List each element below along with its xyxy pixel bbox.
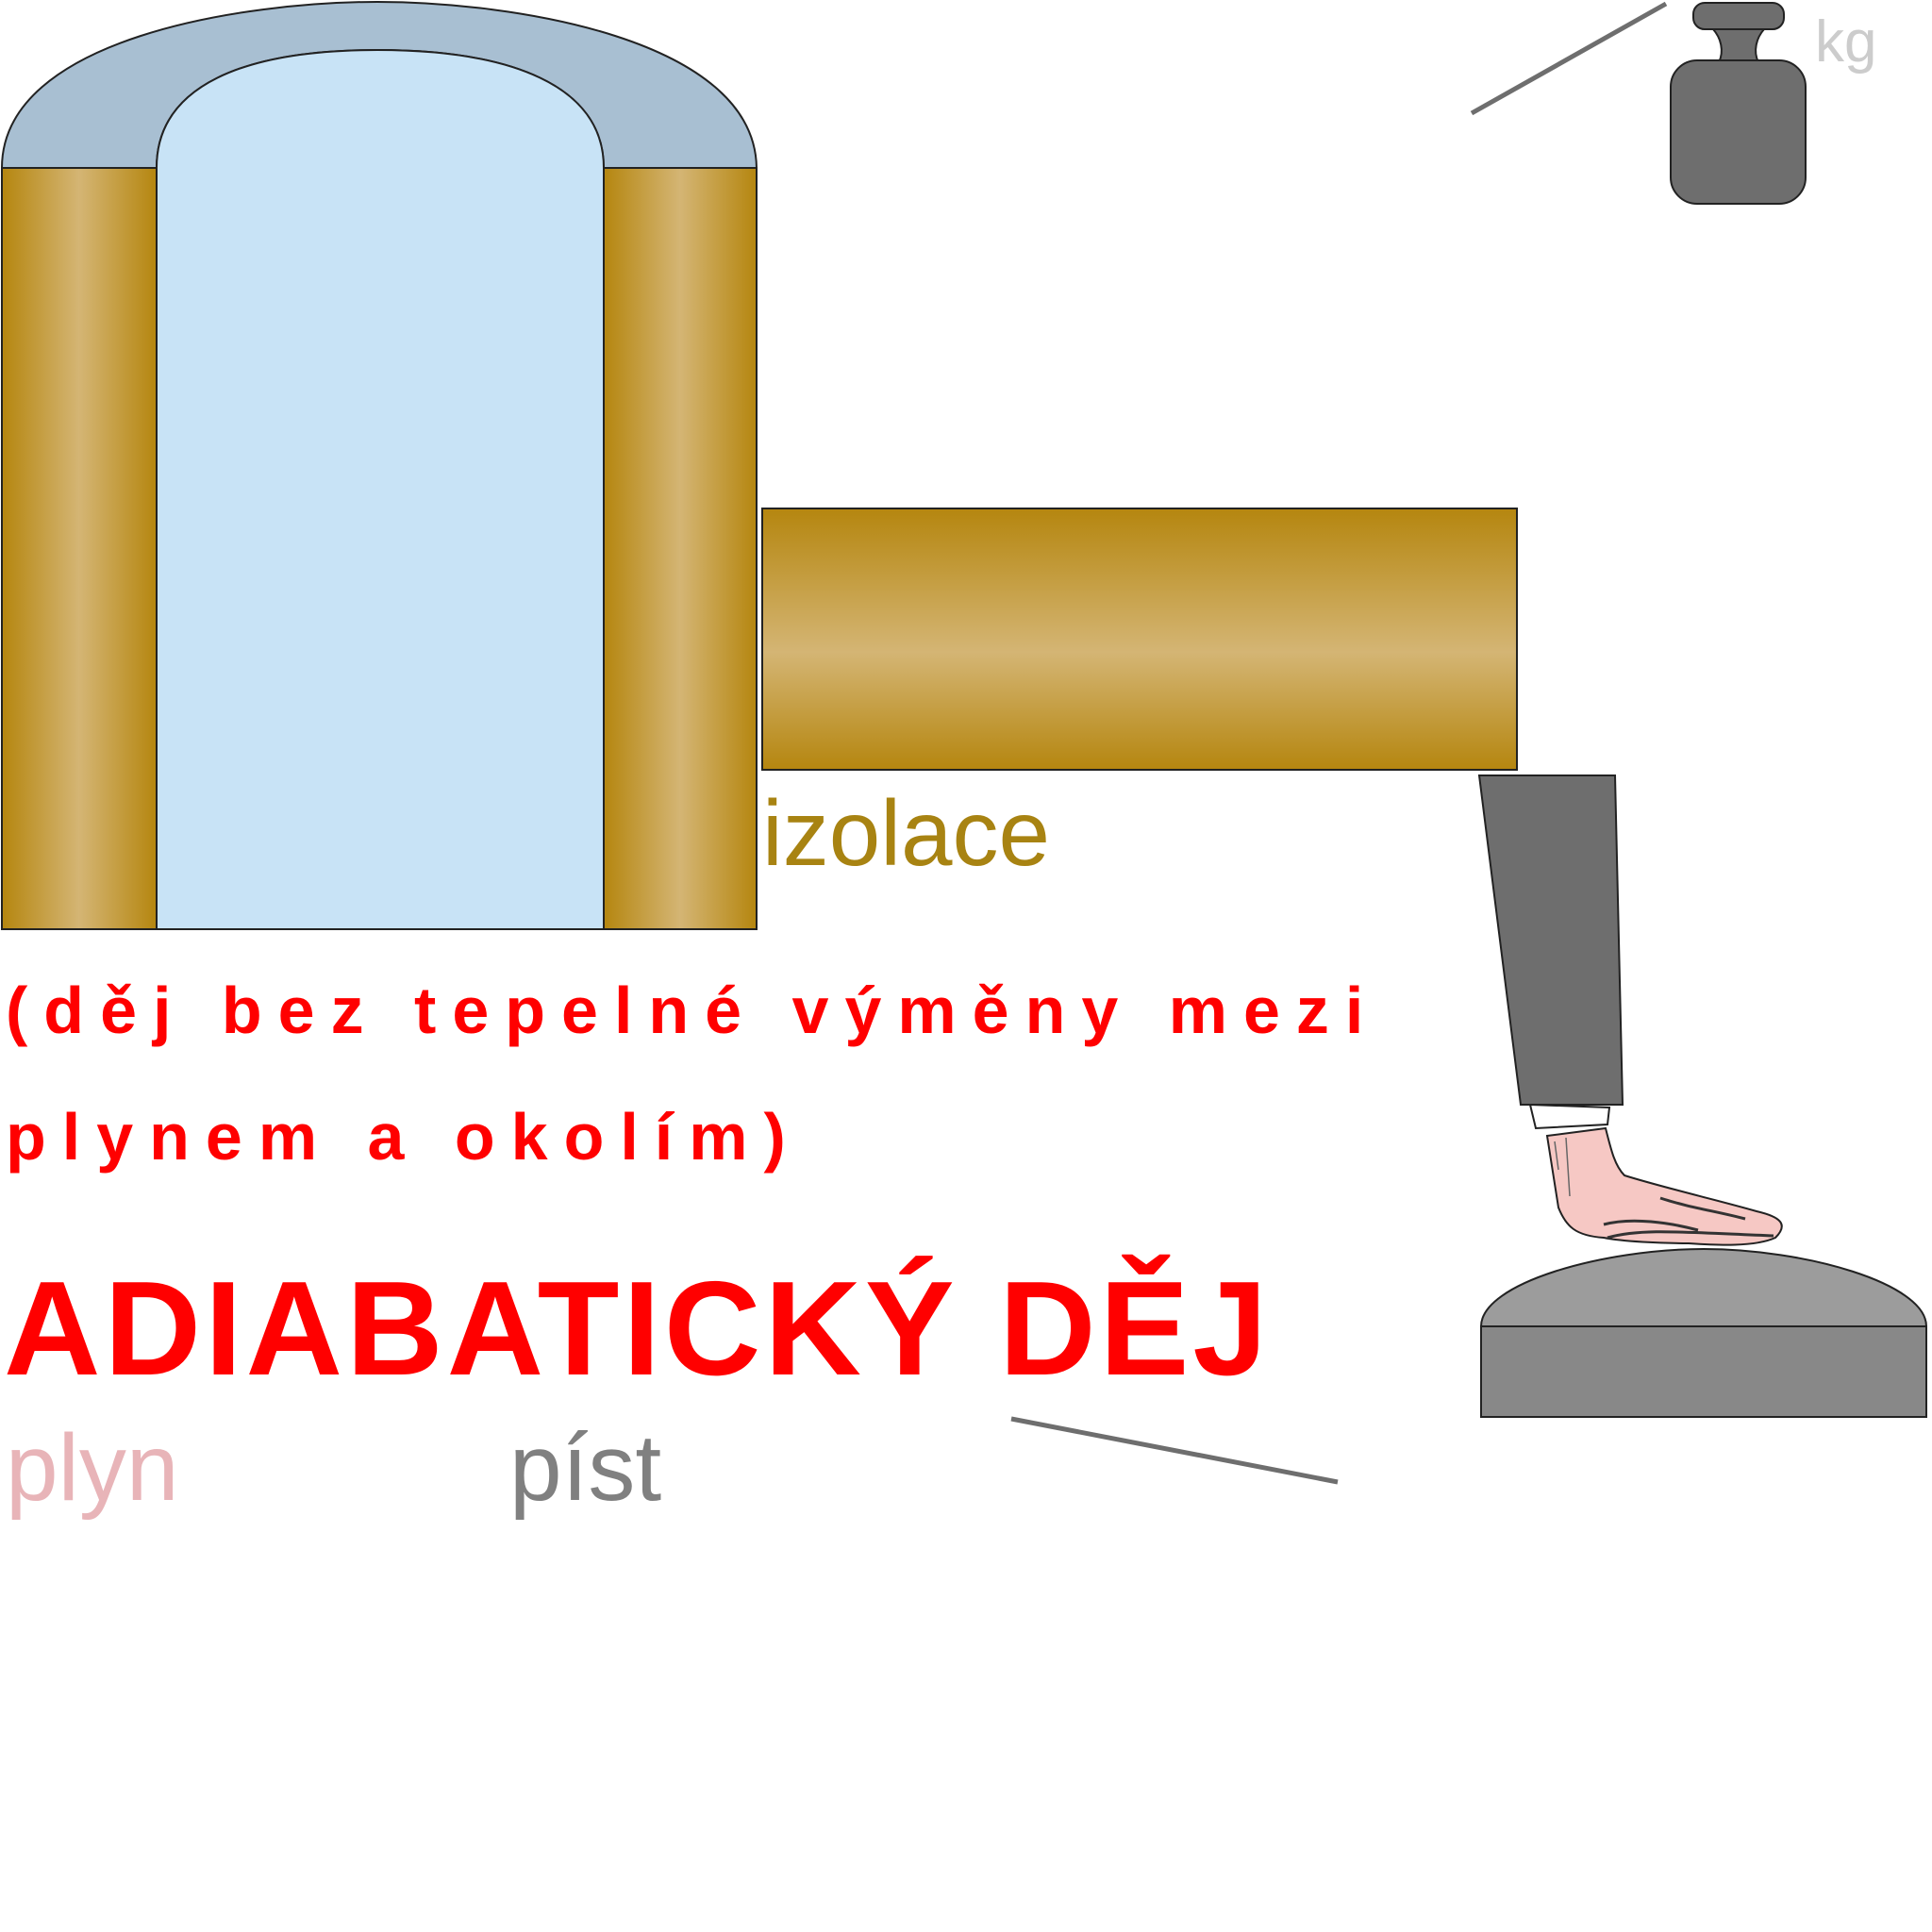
insulation-block[interactable] [761,508,1518,771]
insulation-wall-left [1,167,158,930]
kilogram-weight-icon[interactable] [1670,2,1807,205]
description-line-1: (děj bez tepelné výměny mezi [6,974,1380,1047]
piston-body[interactable] [1480,1325,1927,1418]
piston-label: píst [509,1415,662,1521]
page-title: ADIABATICKÝ DĚJ [4,1254,1272,1404]
insulation-label: izolace [762,781,1051,885]
weight-pointer-line [1470,1,1668,116]
pressing-hand-icon [1528,1103,1783,1246]
piston-pointer-line [1010,1416,1339,1485]
arm-sleeve [1477,774,1624,1106]
gas-label: plyn [6,1415,179,1521]
piston-top[interactable] [1479,1247,1928,1327]
gas-region [156,48,605,930]
insulation-wall-right [603,167,758,930]
description-line-2: plynem a okolím) [6,1100,802,1174]
weight-unit-label: kg [1815,9,1877,75]
